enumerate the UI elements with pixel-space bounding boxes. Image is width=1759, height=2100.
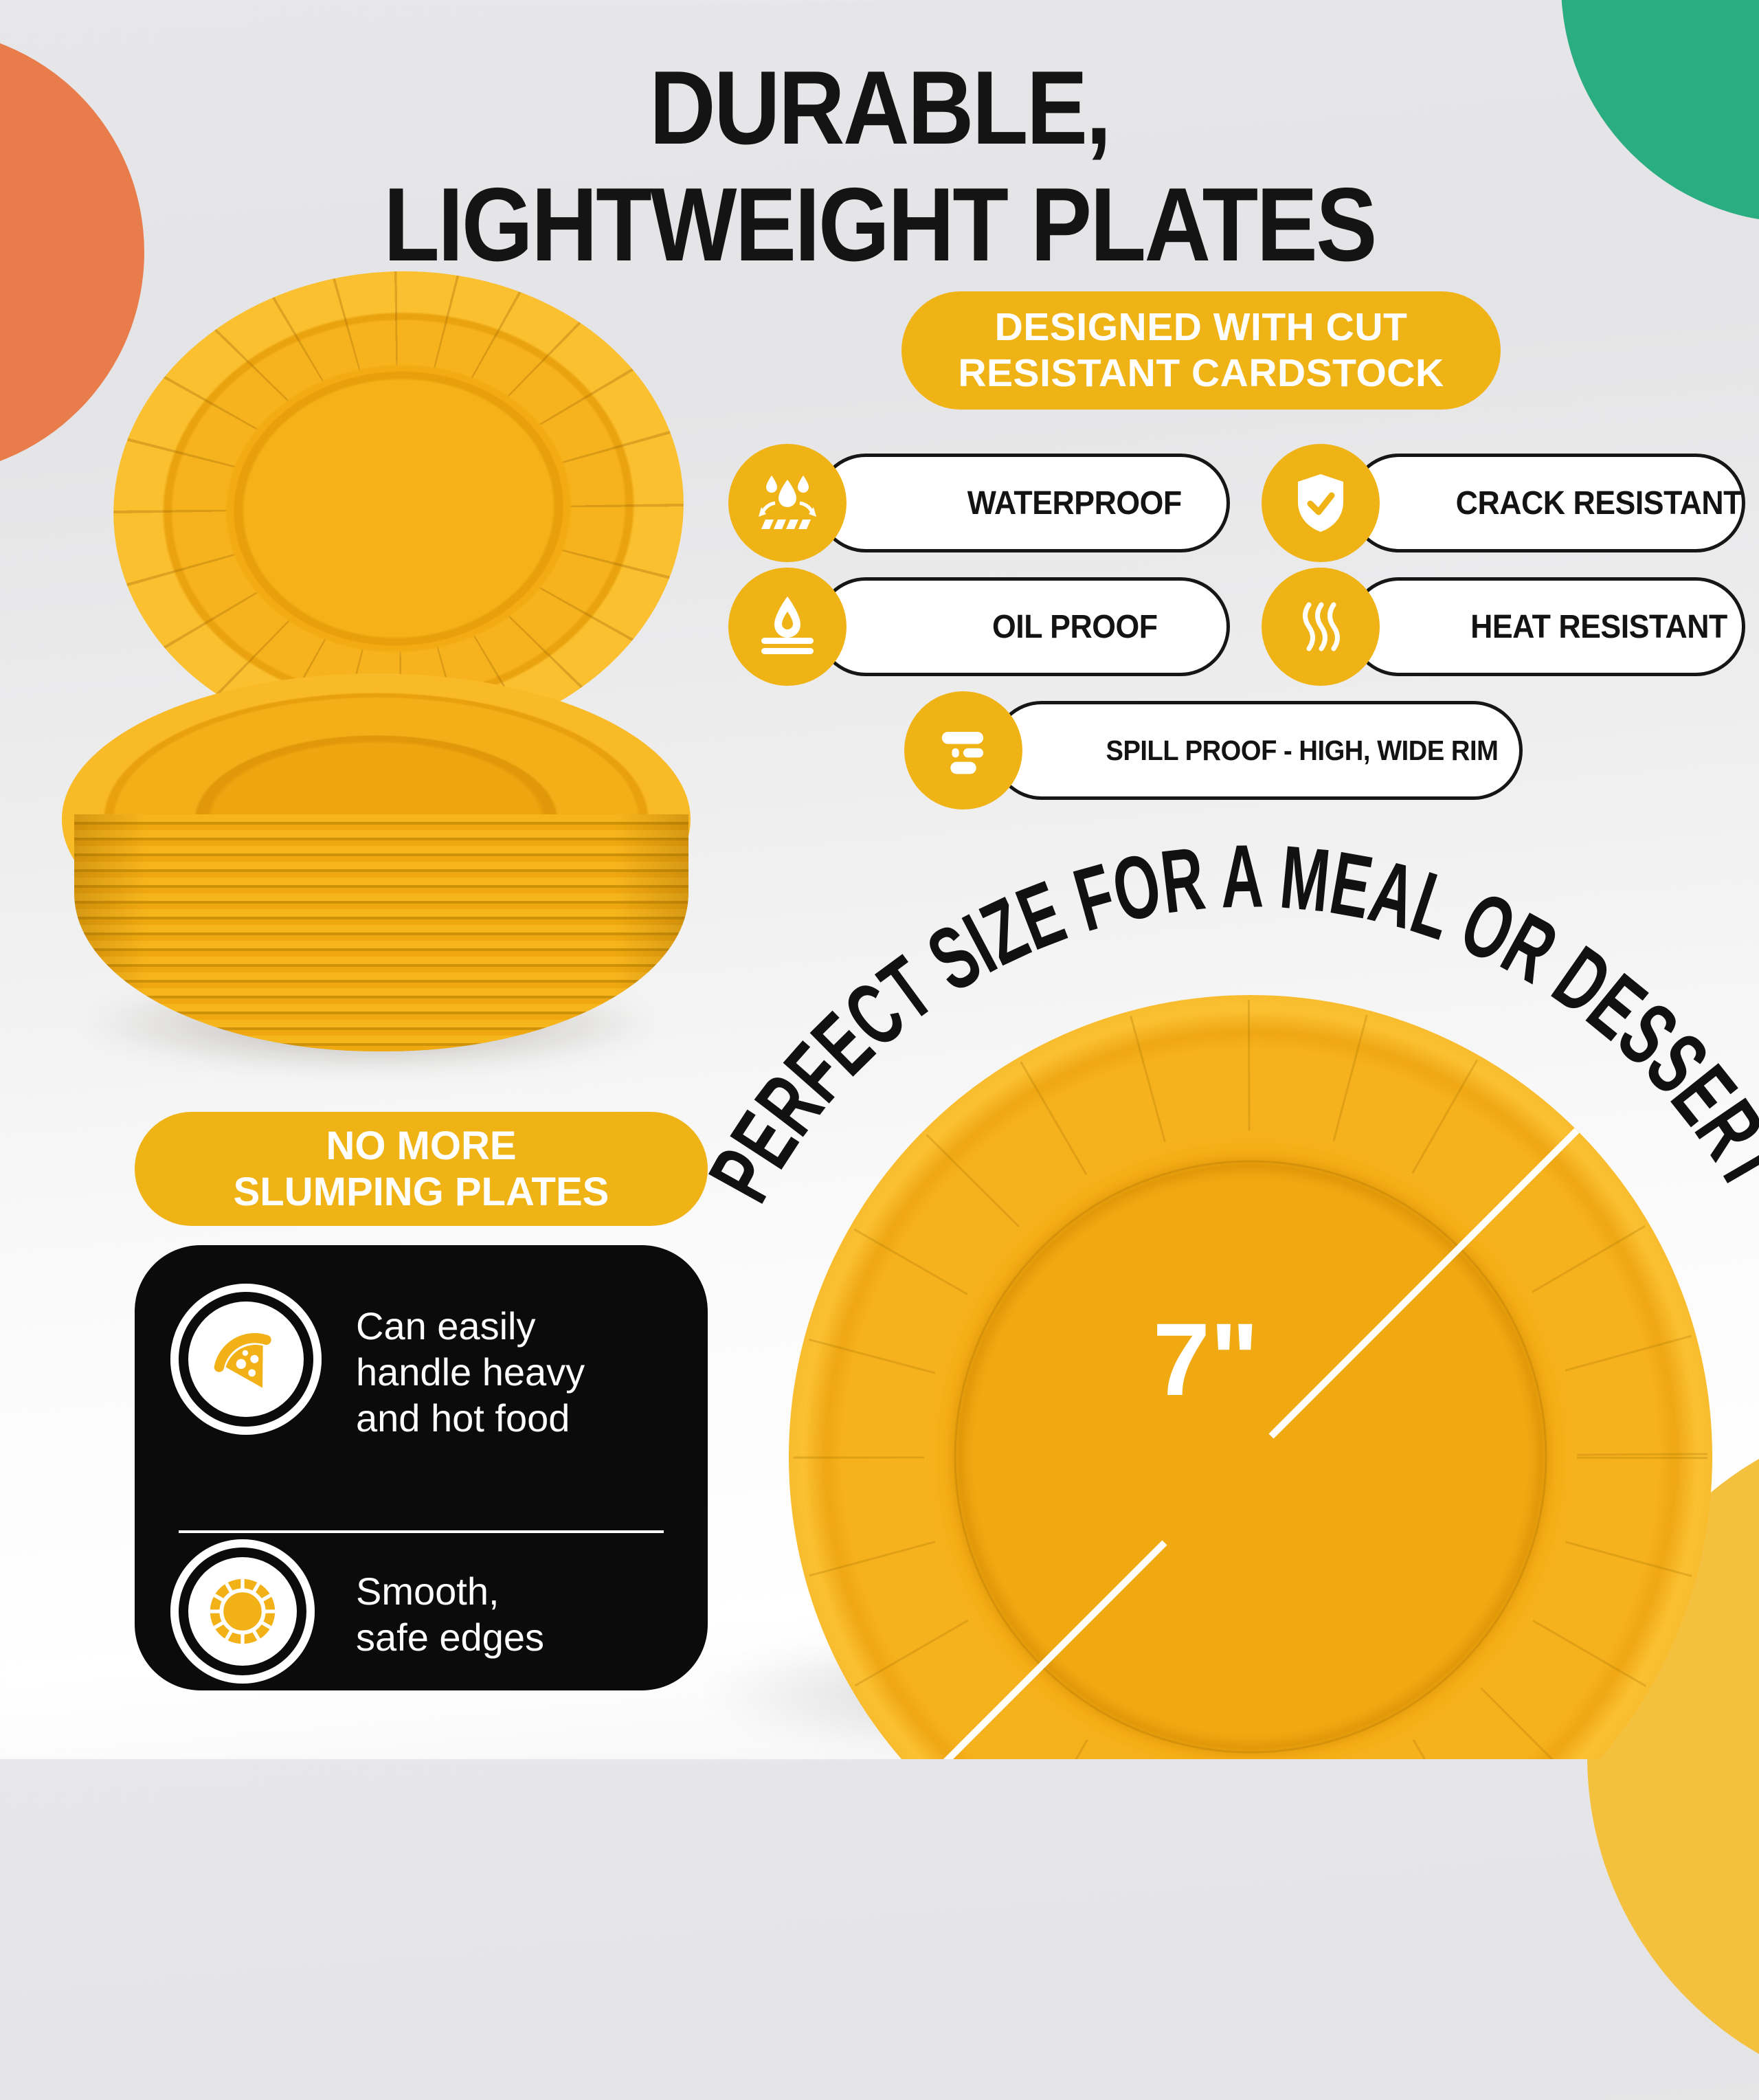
plate-rim-ticks: [794, 1000, 1707, 1759]
feature-pill-heat-resistant: HEAT RESISTANT: [1349, 577, 1745, 676]
title-line-1: DURABLE,: [649, 49, 1112, 166]
plate-rim-icon: [210, 1578, 276, 1644]
feature-icon-circle-waterproof: [728, 444, 847, 562]
diameter-label: 7": [1153, 1302, 1259, 1417]
plate-top-view: [789, 995, 1712, 1759]
feature-icon-circle-crack-resistant: [1262, 444, 1380, 562]
feature-icon-circle-oil-proof: [728, 568, 847, 686]
feature-label-heat-resistant: HEAT RESISTANT: [1470, 608, 1727, 645]
benefit-text-heavy-food: Can easily handle heavy and hot food: [356, 1304, 585, 1440]
feature-label-oil-proof: OIL PROOF: [991, 608, 1158, 645]
cardstock-badge-line-2: RESISTANT CARDSTOCK: [958, 351, 1444, 395]
benefit-badge-safe-edges: [170, 1539, 315, 1684]
cardstock-badge-line-1: DESIGNED WITH CUT: [994, 304, 1408, 349]
benefit-badge-heavy-food: [170, 1284, 322, 1435]
feature-label-crack-resistant: CRACK RESISTANT: [1455, 484, 1743, 522]
size-callout: 7" PERFECT SIZE FOR A MEAL OR DESSERT: [689, 825, 1759, 1759]
feature-label-spill-proof: SPILL PROOF - HIGH, WIDE RIM: [1106, 734, 1499, 766]
feature-label-waterproof: WATERPROOF: [967, 484, 1182, 522]
no-slump-line-2: SLUMPING PLATES: [233, 1170, 609, 1214]
feature-pill-spill-proof: SPILL PROOF - HIGH, WIDE RIM: [992, 701, 1523, 800]
feature-pill-oil-proof: OIL PROOF: [816, 577, 1230, 676]
plate-stack-photo: [62, 256, 701, 1082]
heat-waves-icon: [1303, 602, 1340, 651]
no-slump-line-1: NO MORE: [326, 1123, 517, 1168]
feature-pill-waterproof: WATERPROOF: [816, 454, 1230, 552]
feature-pill-crack-resistant: CRACK RESISTANT: [1349, 454, 1745, 552]
diameter-line-lower: [943, 1540, 1167, 1759]
page-title: DURABLE, LIGHTWEIGHT PLATES: [106, 49, 1654, 283]
benefits-card: Can easily handle heavy and hot food Smo…: [135, 1245, 708, 1690]
cardstock-badge: DESIGNED WITH CUT RESISTANT CARDSTOCK: [901, 291, 1501, 410]
pizza-icon: [214, 1332, 271, 1388]
shield-check-icon: [1298, 474, 1343, 532]
feature-icon-circle-heat-resistant: [1262, 568, 1380, 686]
benefits-divider: [179, 1530, 664, 1533]
no-slump-badge: NO MORE SLUMPING PLATES: [135, 1112, 708, 1226]
feature-icon-circle-spill-proof: [904, 691, 1022, 809]
spill-rim-icon: [941, 731, 984, 774]
plate-inner-crease: [954, 1160, 1547, 1754]
title-line-2: LIGHTWEIGHT PLATES: [383, 166, 1377, 284]
benefit-text-safe-edges: Smooth, safe edges: [356, 1570, 544, 1660]
waterproof-icon: [759, 476, 816, 529]
oil-drop-icon: [761, 596, 814, 654]
diameter-line-upper: [1268, 1128, 1580, 1439]
plate-stack-side: [74, 814, 688, 1051]
